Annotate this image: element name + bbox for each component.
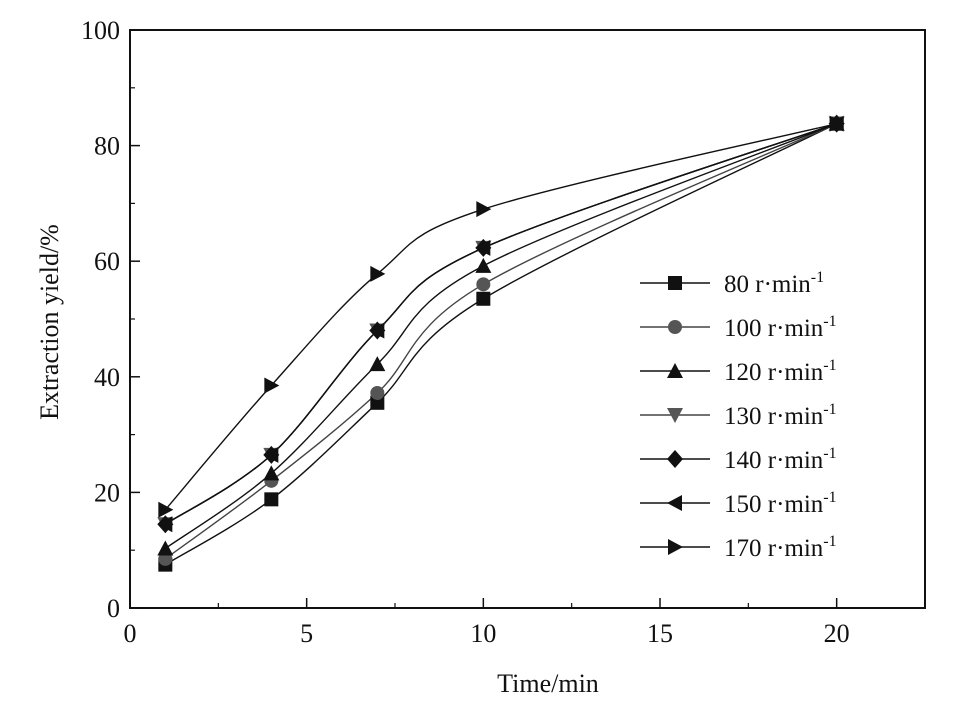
data-point-150 [475, 239, 491, 256]
data-point-120 [157, 540, 174, 556]
x-axis-label: Time/min [497, 669, 599, 698]
series-curves [164, 122, 837, 566]
series-line-100 [164, 122, 837, 560]
data-point-80 [264, 492, 279, 507]
legend-marker-120 [667, 363, 683, 378]
x-tick-label: 15 [647, 619, 673, 648]
series-line-120 [164, 122, 837, 550]
y-tick-label: 100 [81, 16, 120, 45]
data-point-100 [370, 385, 385, 400]
data-point-120 [475, 257, 492, 273]
legend-label-140: 140 r·min-1 [724, 445, 837, 474]
legend-label-100: 100 r·min-1 [724, 313, 837, 342]
y-tick-label: 40 [94, 363, 120, 392]
legend-marker-130 [667, 408, 683, 423]
y-axis-label: Extraction yield/% [35, 224, 64, 420]
data-point-150 [369, 322, 385, 339]
series-markers [157, 114, 845, 572]
data-point-170 [158, 501, 174, 518]
series-line-170 [164, 122, 837, 511]
x-tick-label: 0 [124, 619, 137, 648]
axis-ticks: 0 5 10 15 20 0 20 40 60 80 100 [81, 16, 850, 648]
data-point-80 [370, 395, 385, 410]
legend-label-130: 130 r·min-1 [724, 401, 837, 430]
series-line-150 [164, 122, 837, 525]
y-tick-label: 60 [94, 247, 120, 276]
legend-marker-150 [667, 495, 682, 511]
legend-label-150: 150 r·min-1 [724, 489, 837, 518]
data-point-150 [157, 516, 173, 533]
data-point-120 [369, 356, 386, 372]
legend-marker-100 [668, 320, 682, 334]
x-tick-label: 5 [300, 619, 313, 648]
legend-label-120: 120 r·min-1 [724, 357, 837, 386]
legend-label-170: 170 r·min-1 [724, 533, 837, 562]
legend: 80 r·min-1 100 r·min-1 120 r·min-1 130 r·mi… [640, 269, 837, 562]
legend-marker-80 [668, 276, 682, 290]
legend-label-80: 80 r·min-1 [724, 269, 824, 298]
data-point-170 [264, 377, 280, 394]
data-point-100 [476, 277, 491, 292]
series-line-80 [164, 123, 837, 566]
y-tick-label: 0 [107, 594, 120, 623]
y-tick-label: 20 [94, 478, 120, 507]
data-point-80 [476, 291, 491, 306]
data-point-170 [370, 265, 386, 282]
legend-marker-140 [667, 450, 683, 468]
legend-marker-170 [668, 539, 683, 555]
data-point-120 [263, 465, 280, 481]
data-point-170 [829, 115, 845, 132]
y-tick-label: 80 [94, 132, 120, 161]
x-tick-label: 10 [470, 619, 496, 648]
x-tick-label: 20 [824, 619, 850, 648]
data-point-150 [263, 446, 279, 463]
data-point-170 [476, 201, 492, 218]
